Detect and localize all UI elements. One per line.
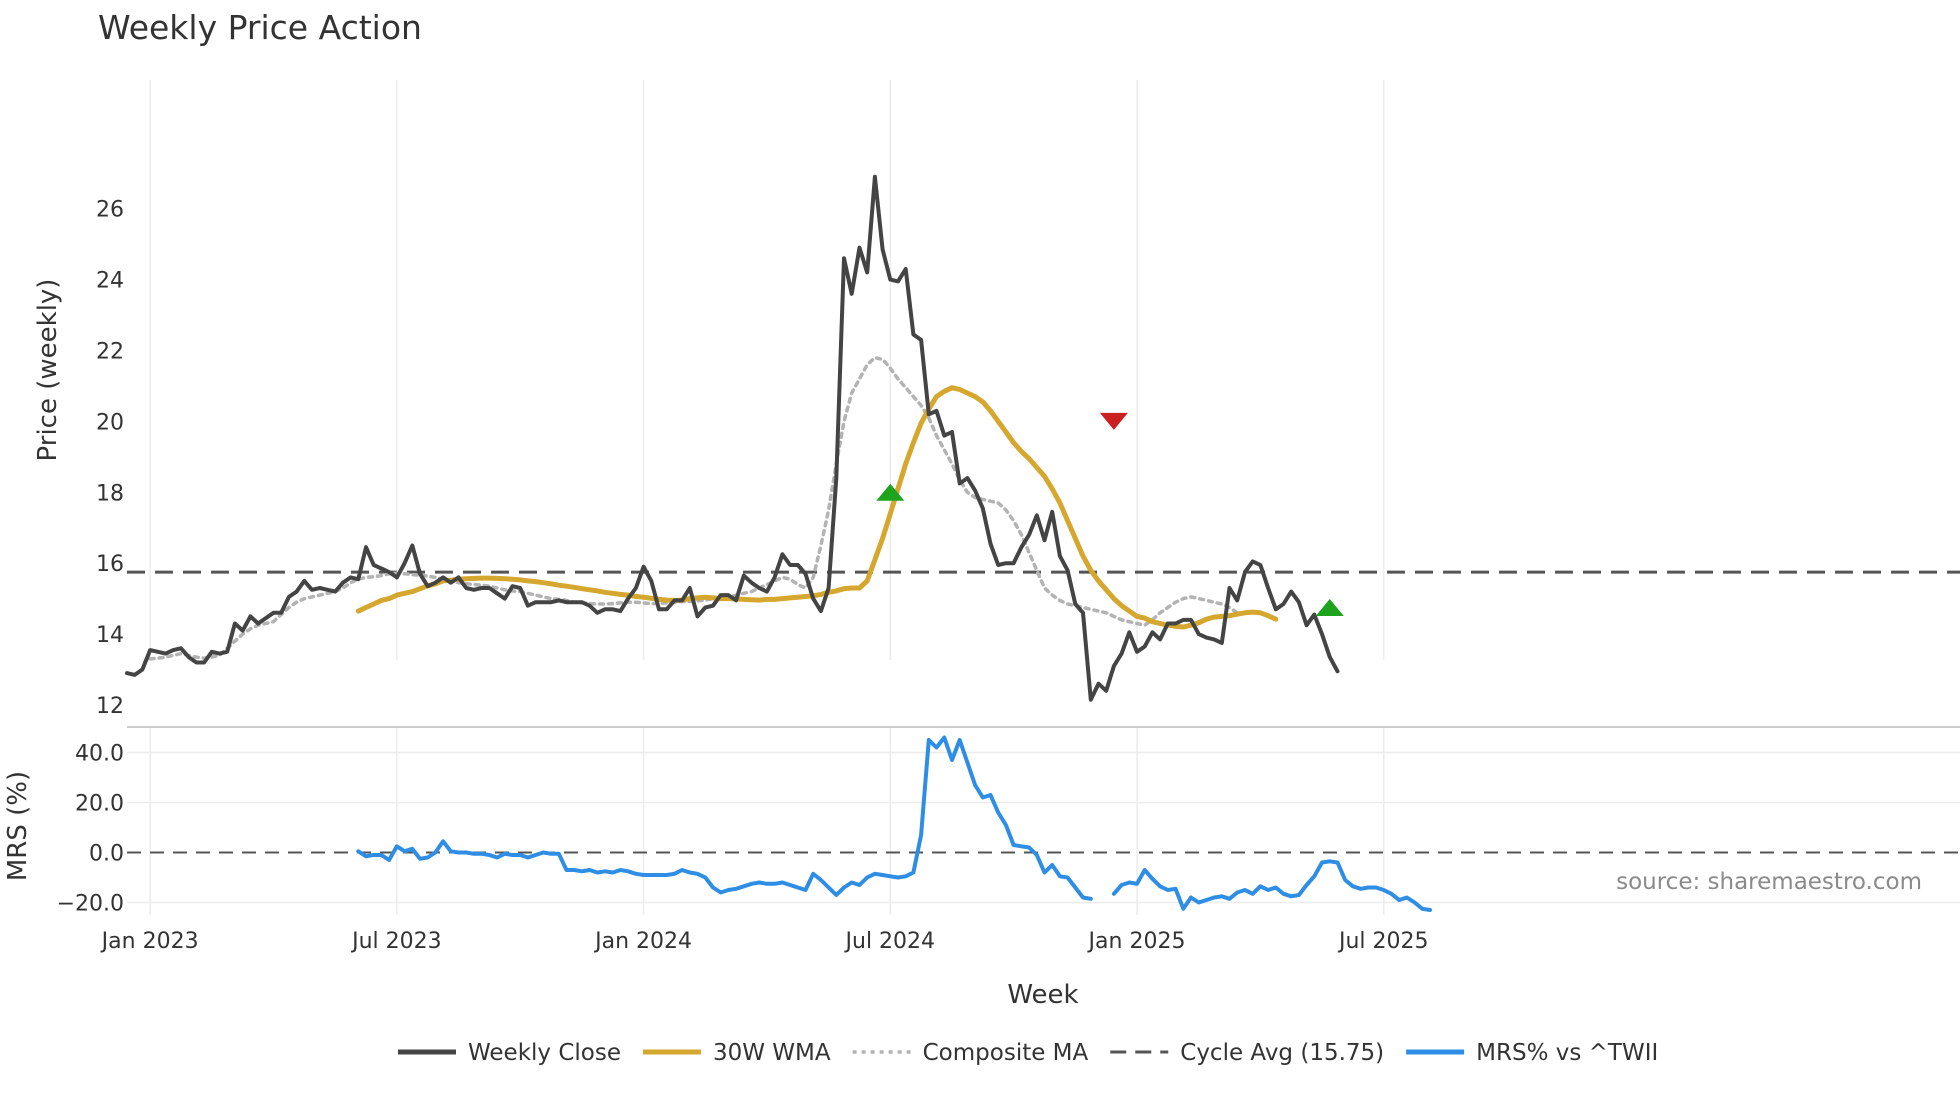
x-axis-label: Week <box>1007 980 1078 1010</box>
chart-title: Weekly Price Action <box>98 8 422 47</box>
legend-label: Cycle Avg (15.75) <box>1180 1040 1384 1066</box>
price-y-axis-label: Price (weekly) <box>33 279 63 462</box>
mrs-y-tick-label: 40.0 <box>75 742 124 767</box>
sell-signal-marker <box>1099 412 1128 430</box>
x-tick-label: Jan 2025 <box>1087 929 1186 954</box>
mrs-y-tick-label: −20.0 <box>57 892 124 917</box>
composite-ma-line <box>148 355 1239 661</box>
legend: Weekly Close 30W WMA Composite MA Cycle Avg… <box>398 1040 1658 1066</box>
price-y-tick-label: 18 <box>96 481 124 506</box>
price-y-tick-label: 24 <box>96 269 124 294</box>
signal-markers <box>876 412 1344 617</box>
weekly-close-line <box>125 174 1340 702</box>
legend-label: Composite MA <box>923 1040 1089 1066</box>
price-y-tick-label: 14 <box>96 623 124 648</box>
x-axis-ticks: Jan 2023 Jul 2023 Jan 2024 Jul 2024 Jan 2025… <box>100 929 1429 954</box>
mrs-y-tick-label: 0.0 <box>89 842 124 867</box>
x-tick-label: Jul 2025 <box>1337 929 1429 954</box>
buy-signal-marker <box>876 483 905 501</box>
x-tick-label: Jan 2023 <box>100 929 199 954</box>
mrs-line-segment <box>356 735 1093 901</box>
price-y-tick-label: 16 <box>96 552 124 577</box>
price-panel-grid <box>149 80 1385 660</box>
mrs-line-segment <box>1111 859 1432 912</box>
x-tick-label: Jul 2024 <box>844 929 936 954</box>
legend-label: Weekly Close <box>468 1040 621 1066</box>
source-annotation: source: sharemaestro.com <box>1616 869 1922 895</box>
price-panel-series <box>125 174 1960 702</box>
price-y-tick-label: 20 <box>96 410 124 435</box>
mrs-panel-series <box>356 735 1432 912</box>
x-tick-label: Jul 2023 <box>350 929 442 954</box>
price-y-tick-label: 26 <box>96 198 124 223</box>
price-y-tick-label: 12 <box>96 694 124 719</box>
mrs-y-ticks: 40.0 20.0 0.0 −20.0 <box>57 742 124 917</box>
x-tick-label: Jan 2024 <box>593 929 692 954</box>
price-y-ticks: 12 14 16 18 20 22 24 26 <box>96 198 124 719</box>
mrs-y-axis-label: MRS (%) <box>3 771 33 881</box>
mrs-y-tick-label: 20.0 <box>75 792 124 817</box>
legend-label: MRS% vs ^TWII <box>1476 1040 1658 1066</box>
legend-label: 30W WMA <box>713 1040 831 1066</box>
30w-wma-line <box>355 385 1279 630</box>
buy-signal-marker <box>1315 599 1344 617</box>
price-y-tick-label: 22 <box>96 340 124 365</box>
